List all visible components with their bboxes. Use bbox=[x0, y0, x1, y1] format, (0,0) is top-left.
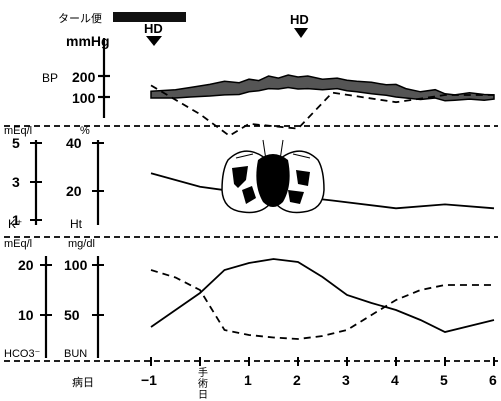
hco3-unit-label: mEq/l bbox=[4, 238, 32, 250]
bp-axis-name: BP bbox=[42, 71, 58, 85]
bun-unit-label: mg/dl bbox=[68, 238, 95, 250]
ht-series-line bbox=[150, 84, 494, 137]
surgery-char-1: 手 bbox=[198, 366, 208, 379]
x-tick-label-2: 2 bbox=[293, 372, 301, 388]
bun-axis-name: BUN bbox=[64, 348, 87, 360]
bp-tick-label-100: 100 bbox=[72, 90, 96, 106]
ht-tick-label-40: 40 bbox=[66, 135, 82, 151]
surgery-char-3: 日 bbox=[198, 390, 208, 401]
bp-tick-label-200: 200 bbox=[72, 69, 96, 85]
surgery-day-label: 手 術 日 bbox=[198, 366, 208, 401]
bp-band bbox=[150, 74, 495, 102]
tarry-stool-label: タール便 bbox=[58, 12, 102, 25]
bottom-lines-group bbox=[150, 258, 495, 340]
ht-unit-label: % bbox=[80, 125, 90, 137]
x-tick-label-6: 6 bbox=[489, 372, 497, 388]
x-tick-label-4: 4 bbox=[391, 372, 399, 388]
x-tick-label--1: −1 bbox=[141, 372, 157, 388]
hd-marker-2: HD bbox=[290, 12, 309, 38]
x-tick-label-3: 3 bbox=[342, 372, 350, 388]
x-tick-label-5: 5 bbox=[440, 372, 448, 388]
hd-arrow-2-icon bbox=[294, 28, 308, 38]
lung-xray-illustration bbox=[221, 139, 325, 214]
k-unit-label: mEq/l bbox=[4, 125, 32, 137]
hco3-axis-name: HCO3⁻ bbox=[4, 348, 41, 360]
k-tick-label-3: 3 bbox=[12, 174, 20, 190]
bun-tick-label-50: 50 bbox=[64, 307, 80, 323]
bp-unit-label: mmHg bbox=[66, 33, 110, 49]
surgery-char-2: 術 bbox=[198, 377, 208, 390]
hco3-series-line bbox=[150, 269, 494, 340]
k-tick-label-1: 1 bbox=[12, 212, 20, 228]
hd-label-2: HD bbox=[290, 12, 309, 27]
x-axis-label: 病日 bbox=[72, 375, 94, 389]
hd-arrow-1-icon bbox=[146, 36, 162, 46]
ht-axis-name: Ht bbox=[70, 217, 83, 231]
bp-band-group bbox=[150, 74, 495, 102]
middle-ticks-group: 5 3 1 40 20 bbox=[12, 135, 104, 228]
hd-label-1: HD bbox=[144, 21, 163, 36]
tarry-stool-bar bbox=[113, 12, 186, 22]
k-tick-label-5: 5 bbox=[12, 135, 20, 151]
bun-series-line bbox=[150, 258, 495, 333]
x-ticks-group: −1 1 2 3 4 5 6 bbox=[141, 357, 497, 388]
hco3-tick-label-10: 10 bbox=[18, 307, 34, 323]
hd-marker-1: HD bbox=[144, 21, 163, 46]
ht-tick-label-20: 20 bbox=[66, 183, 82, 199]
hco3-tick-label-20: 20 bbox=[18, 257, 34, 273]
k-axis-name: K⁺ bbox=[8, 217, 22, 231]
x-tick-label-1: 1 bbox=[244, 372, 252, 388]
bottom-ticks-group: 20 10 100 50 bbox=[18, 257, 104, 323]
bun-tick-label-100: 100 bbox=[64, 257, 88, 273]
